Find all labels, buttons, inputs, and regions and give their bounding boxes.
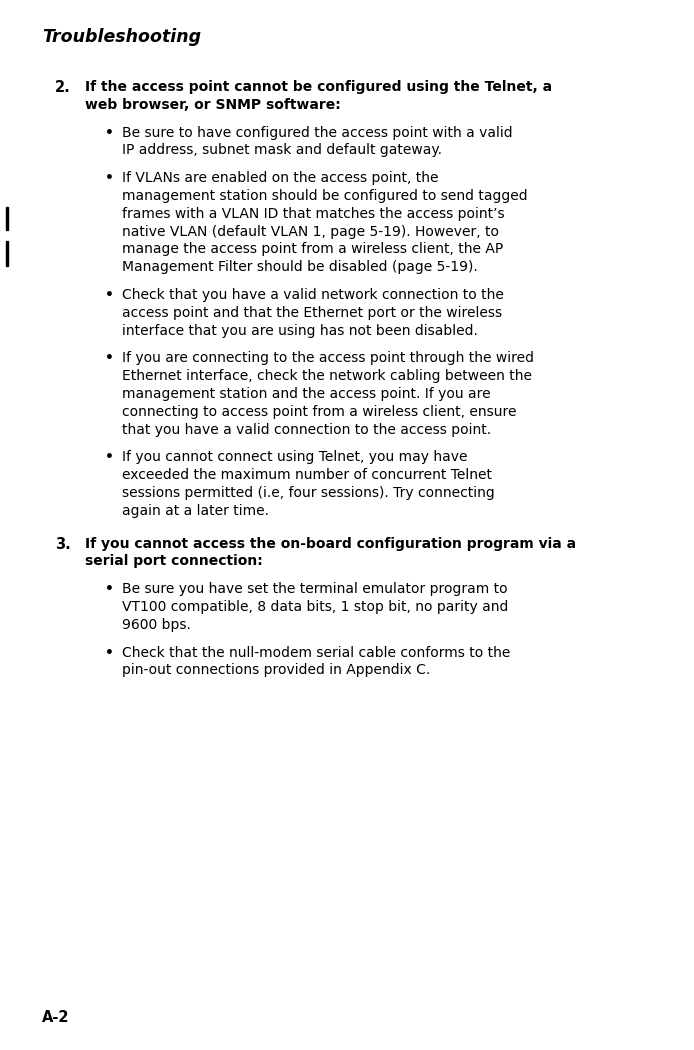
Text: frames with a VLAN ID that matches the access point’s: frames with a VLAN ID that matches the a…	[122, 207, 505, 220]
Text: Check that the null-modem serial cable conforms to the: Check that the null-modem serial cable c…	[122, 646, 510, 659]
Text: connecting to access point from a wireless client, ensure: connecting to access point from a wirele…	[122, 405, 516, 419]
Text: sessions permitted (i.e, four sessions). Try connecting: sessions permitted (i.e, four sessions).…	[122, 486, 495, 500]
Text: again at a later time.: again at a later time.	[122, 504, 269, 518]
Text: 3.: 3.	[55, 537, 71, 551]
Text: •: •	[105, 352, 114, 365]
Text: •: •	[105, 126, 114, 140]
Text: Troubleshooting: Troubleshooting	[42, 28, 201, 46]
Text: serial port connection:: serial port connection:	[85, 554, 263, 568]
Text: exceeded the maximum number of concurrent Telnet: exceeded the maximum number of concurren…	[122, 468, 492, 482]
Text: •: •	[105, 450, 114, 464]
Text: VT100 compatible, 8 data bits, 1 stop bit, no parity and: VT100 compatible, 8 data bits, 1 stop bi…	[122, 600, 509, 614]
Text: If you cannot connect using Telnet, you may have: If you cannot connect using Telnet, you …	[122, 450, 468, 464]
Text: management station and the access point. If you are: management station and the access point.…	[122, 387, 491, 401]
Text: •: •	[105, 288, 114, 302]
Text: Be sure to have configured the access point with a valid: Be sure to have configured the access po…	[122, 126, 513, 140]
Text: A-2: A-2	[42, 1010, 69, 1025]
Text: IP address, subnet mask and default gateway.: IP address, subnet mask and default gate…	[122, 144, 442, 158]
Text: If you are connecting to the access point through the wired: If you are connecting to the access poin…	[122, 352, 534, 365]
Text: Check that you have a valid network connection to the: Check that you have a valid network conn…	[122, 288, 504, 302]
Text: If the access point cannot be configured using the Telnet, a: If the access point cannot be configured…	[85, 80, 552, 94]
Text: 9600 bps.: 9600 bps.	[122, 617, 191, 632]
Text: Management Filter should be disabled (page 5-19).: Management Filter should be disabled (pa…	[122, 260, 477, 274]
Text: web browser, or SNMP software:: web browser, or SNMP software:	[85, 98, 341, 111]
Text: pin-out connections provided in Appendix C.: pin-out connections provided in Appendix…	[122, 664, 430, 677]
Text: •: •	[105, 171, 114, 185]
Text: Ethernet interface, check the network cabling between the: Ethernet interface, check the network ca…	[122, 370, 532, 383]
Text: management station should be configured to send tagged: management station should be configured …	[122, 189, 527, 203]
Text: manage the access point from a wireless client, the AP: manage the access point from a wireless …	[122, 243, 503, 256]
Text: access point and that the Ethernet port or the wireless: access point and that the Ethernet port …	[122, 306, 502, 320]
Text: If VLANs are enabled on the access point, the: If VLANs are enabled on the access point…	[122, 171, 439, 185]
Text: •: •	[105, 582, 114, 596]
Text: •: •	[105, 646, 114, 659]
Text: that you have a valid connection to the access point.: that you have a valid connection to the …	[122, 422, 491, 437]
Text: If you cannot access the on-board configuration program via a: If you cannot access the on-board config…	[85, 537, 576, 550]
Text: 2.: 2.	[55, 80, 71, 94]
Text: native VLAN (default VLAN 1, page 5-19). However, to: native VLAN (default VLAN 1, page 5-19).…	[122, 225, 499, 238]
Text: Be sure you have set the terminal emulator program to: Be sure you have set the terminal emulat…	[122, 582, 507, 596]
Text: interface that you are using has not been disabled.: interface that you are using has not bee…	[122, 323, 478, 338]
